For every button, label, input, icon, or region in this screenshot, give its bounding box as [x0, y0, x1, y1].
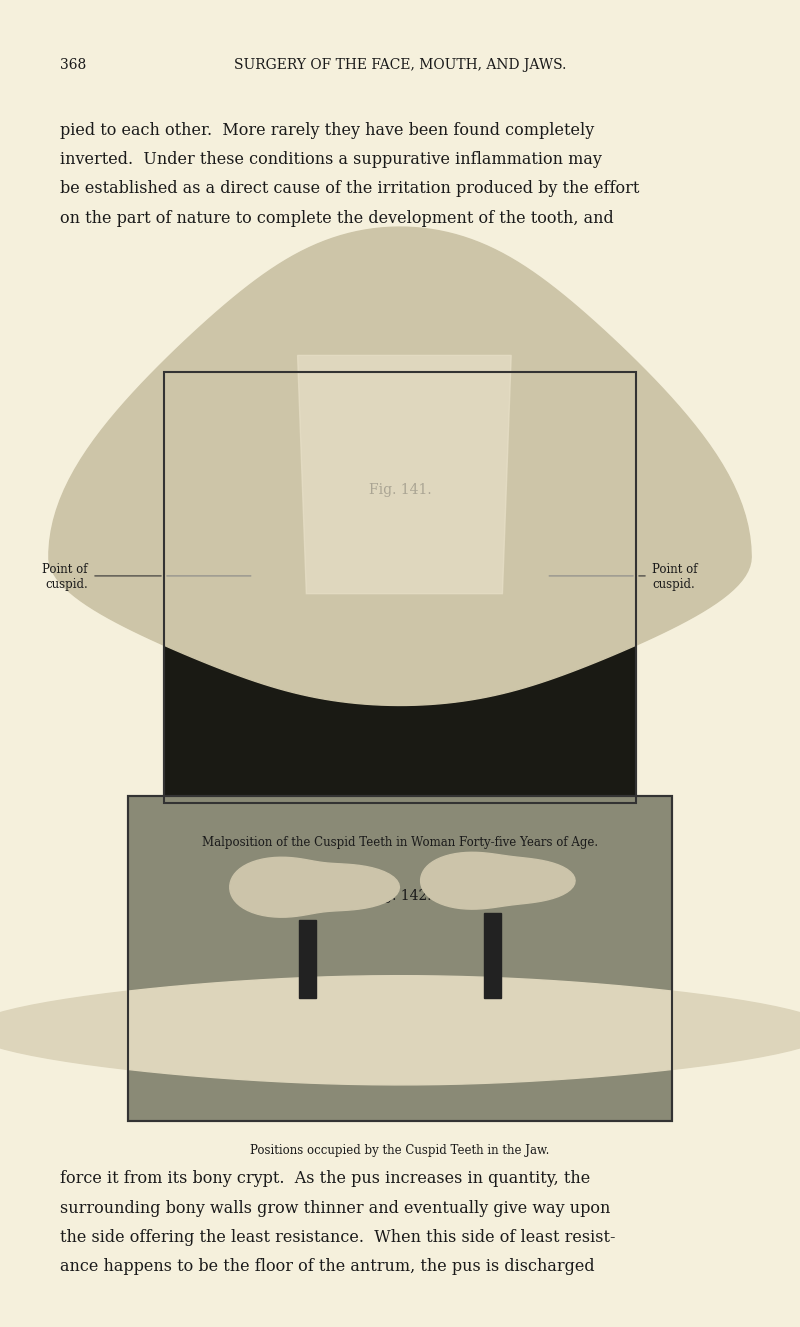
- Polygon shape: [0, 975, 800, 1085]
- Polygon shape: [49, 227, 751, 706]
- Polygon shape: [299, 920, 316, 998]
- Bar: [128, 796, 672, 1121]
- Text: SURGERY OF THE FACE, MOUTH, AND JAWS.: SURGERY OF THE FACE, MOUTH, AND JAWS.: [234, 58, 566, 73]
- Polygon shape: [484, 913, 501, 998]
- Bar: [128, 796, 672, 1121]
- Bar: [164, 372, 636, 803]
- Text: Positions occupied by the Cuspid Teeth in the Jaw.: Positions occupied by the Cuspid Teeth i…: [250, 1144, 550, 1157]
- Bar: [164, 372, 636, 803]
- Polygon shape: [298, 356, 511, 593]
- Text: surrounding bony walls grow thinner and eventually give way upon: surrounding bony walls grow thinner and …: [60, 1200, 610, 1217]
- Text: Fig. 141.: Fig. 141.: [369, 483, 431, 498]
- Text: inverted.  Under these conditions a suppurative inflammation may: inverted. Under these conditions a suppu…: [60, 151, 602, 169]
- Text: ance happens to be the floor of the antrum, the pus is discharged: ance happens to be the floor of the antr…: [60, 1258, 594, 1275]
- Polygon shape: [230, 857, 399, 917]
- Text: be established as a direct cause of the irritation produced by the effort: be established as a direct cause of the …: [60, 180, 639, 198]
- Text: force it from its bony crypt.  As the pus increases in quantity, the: force it from its bony crypt. As the pus…: [60, 1170, 590, 1188]
- Text: Fig. 142.: Fig. 142.: [369, 889, 431, 904]
- Polygon shape: [421, 852, 575, 909]
- Text: Malposition of the Cuspid Teeth in Woman Forty-five Years of Age.: Malposition of the Cuspid Teeth in Woman…: [202, 836, 598, 849]
- Text: pied to each other.  More rarely they have been found completely: pied to each other. More rarely they hav…: [60, 122, 594, 139]
- Text: on the part of nature to complete the development of the tooth, and: on the part of nature to complete the de…: [60, 210, 614, 227]
- Text: Point of
cuspid.: Point of cuspid.: [42, 563, 88, 592]
- Text: the side offering the least resistance.  When this side of least resist-: the side offering the least resistance. …: [60, 1229, 615, 1246]
- Text: 368: 368: [60, 58, 86, 73]
- Text: Point of
cuspid.: Point of cuspid.: [652, 563, 698, 592]
